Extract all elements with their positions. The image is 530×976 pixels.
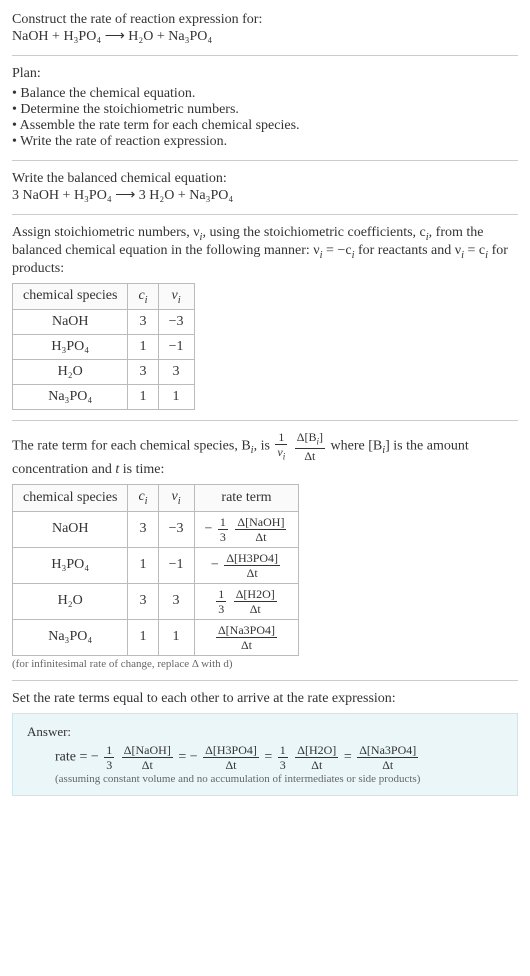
text: The rate term for each chemical species,… [12,439,251,454]
table-row: Na₃PO₄ 1 1 Δ[Na3PO4]Δt [13,619,299,655]
cell-vi: 3 [158,360,194,385]
plan-item: Assemble the rate term for each chemical… [12,118,518,134]
plan-item: Determine the stoichiometric numbers. [12,102,518,118]
table-row: Na₃PO₄ 1 1 [13,385,195,410]
cell-species: H₃PO₄ [13,547,128,583]
col-vi: νi [158,283,194,310]
rateterms-table: chemical species ci νi rate term NaOH 3 … [12,484,299,656]
cell-ci: 1 [128,547,158,583]
cell-vi: 1 [158,385,194,410]
plan-item: Balance the chemical equation. [12,86,518,102]
plan-list: Balance the chemical equation. Determine… [12,86,518,150]
col-vi: νi [158,484,194,511]
cell-species: NaOH [13,310,128,335]
table-row: NaOH 3 −3 [13,310,195,335]
answer-box: Answer: rate = − 13 Δ[NaOH]Δt = − Δ[H3PO… [12,713,518,796]
balanced-section: Write the balanced chemical equation: 3 … [12,171,518,215]
table-row: NaOH 3 −3 − 13 Δ[NaOH]Δt [13,511,299,547]
generic-frac-2: Δ[Bi] Δt [295,431,325,461]
table-header-row: chemical species ci νi rate term [13,484,299,511]
cell-vi: −3 [158,310,194,335]
balanced-title: Write the balanced chemical equation: [12,171,518,187]
rate-label: rate = [55,749,91,764]
text: , is [254,439,274,454]
rateterms-caption: (for infinitesimal rate of change, repla… [12,658,518,670]
stoich-section: Assign stoichiometric numbers, νi, using… [12,225,518,421]
table-header-row: chemical species ci νi [13,283,195,310]
generic-frac-1: 1 νi [275,431,287,461]
text: = c [464,243,485,258]
text: , using the stoichiometric coefficients,… [202,225,425,240]
table-row: H₂O 3 3 [13,360,195,385]
assumption-note: (assuming constant volume and no accumul… [27,773,503,785]
prompt-equation: NaOH + H₃PO₄ ⟶ H₂O + Na₃PO₄ [12,28,518,45]
cell-vi: −1 [158,335,194,360]
cell-ci: 1 [128,619,158,655]
cell-ci: 3 [128,310,158,335]
col-ci: ci [128,283,158,310]
rate-expression: rate = − 13 Δ[NaOH]Δt = − Δ[H3PO4]Δt = 1… [27,744,503,771]
prompt-section: Construct the rate of reaction expressio… [12,12,518,56]
plan-title: Plan: [12,66,518,82]
col-species: chemical species [13,283,128,310]
cell-vi: −3 [158,511,194,547]
stoich-table: chemical species ci νi NaOH 3 −3 H₃PO₄ 1… [12,283,195,411]
cell-vi: 3 [158,583,194,619]
cell-ci: 1 [128,335,158,360]
plan-section: Plan: Balance the chemical equation. Det… [12,66,518,161]
cell-rate: Δ[Na3PO4]Δt [194,619,299,655]
plan-item: Write the rate of reaction expression. [12,134,518,150]
cell-rate: − 13 Δ[NaOH]Δt [194,511,299,547]
rateterms-intro: The rate term for each chemical species,… [12,431,518,477]
final-intro: Set the rate terms equal to each other t… [12,691,518,707]
stoich-intro: Assign stoichiometric numbers, νi, using… [12,225,518,277]
cell-rate: − Δ[H3PO4]Δt [194,547,299,583]
cell-ci: 1 [128,385,158,410]
rateterms-section: The rate term for each chemical species,… [12,431,518,680]
col-species: chemical species [13,484,128,511]
text: = −c [323,243,352,258]
cell-species: H₃PO₄ [13,335,128,360]
col-rate: rate term [194,484,299,511]
cell-species: Na₃PO₄ [13,619,128,655]
cell-ci: 3 [128,511,158,547]
answer-label: Answer: [27,724,503,740]
col-ci: ci [128,484,158,511]
balanced-equation: 3 NaOH + H₃PO₄ ⟶ 3 H₂O + Na₃PO₄ [12,187,518,204]
prompt-title: Construct the rate of reaction expressio… [12,12,518,28]
cell-species: Na₃PO₄ [13,385,128,410]
cell-vi: 1 [158,619,194,655]
text: Assign stoichiometric numbers, ν [12,225,200,240]
cell-ci: 3 [128,583,158,619]
cell-species: NaOH [13,511,128,547]
cell-rate: 13 Δ[H2O]Δt [194,583,299,619]
text: where [B [331,439,383,454]
cell-species: H₂O [13,360,128,385]
final-section: Set the rate terms equal to each other t… [12,691,518,796]
cell-vi: −1 [158,547,194,583]
table-row: H₃PO₄ 1 −1 − Δ[H3PO4]Δt [13,547,299,583]
table-row: H₂O 3 3 13 Δ[H2O]Δt [13,583,299,619]
text: is time: [119,462,164,477]
table-row: H₃PO₄ 1 −1 [13,335,195,360]
cell-ci: 3 [128,360,158,385]
cell-species: H₂O [13,583,128,619]
text: for reactants and ν [354,243,461,258]
